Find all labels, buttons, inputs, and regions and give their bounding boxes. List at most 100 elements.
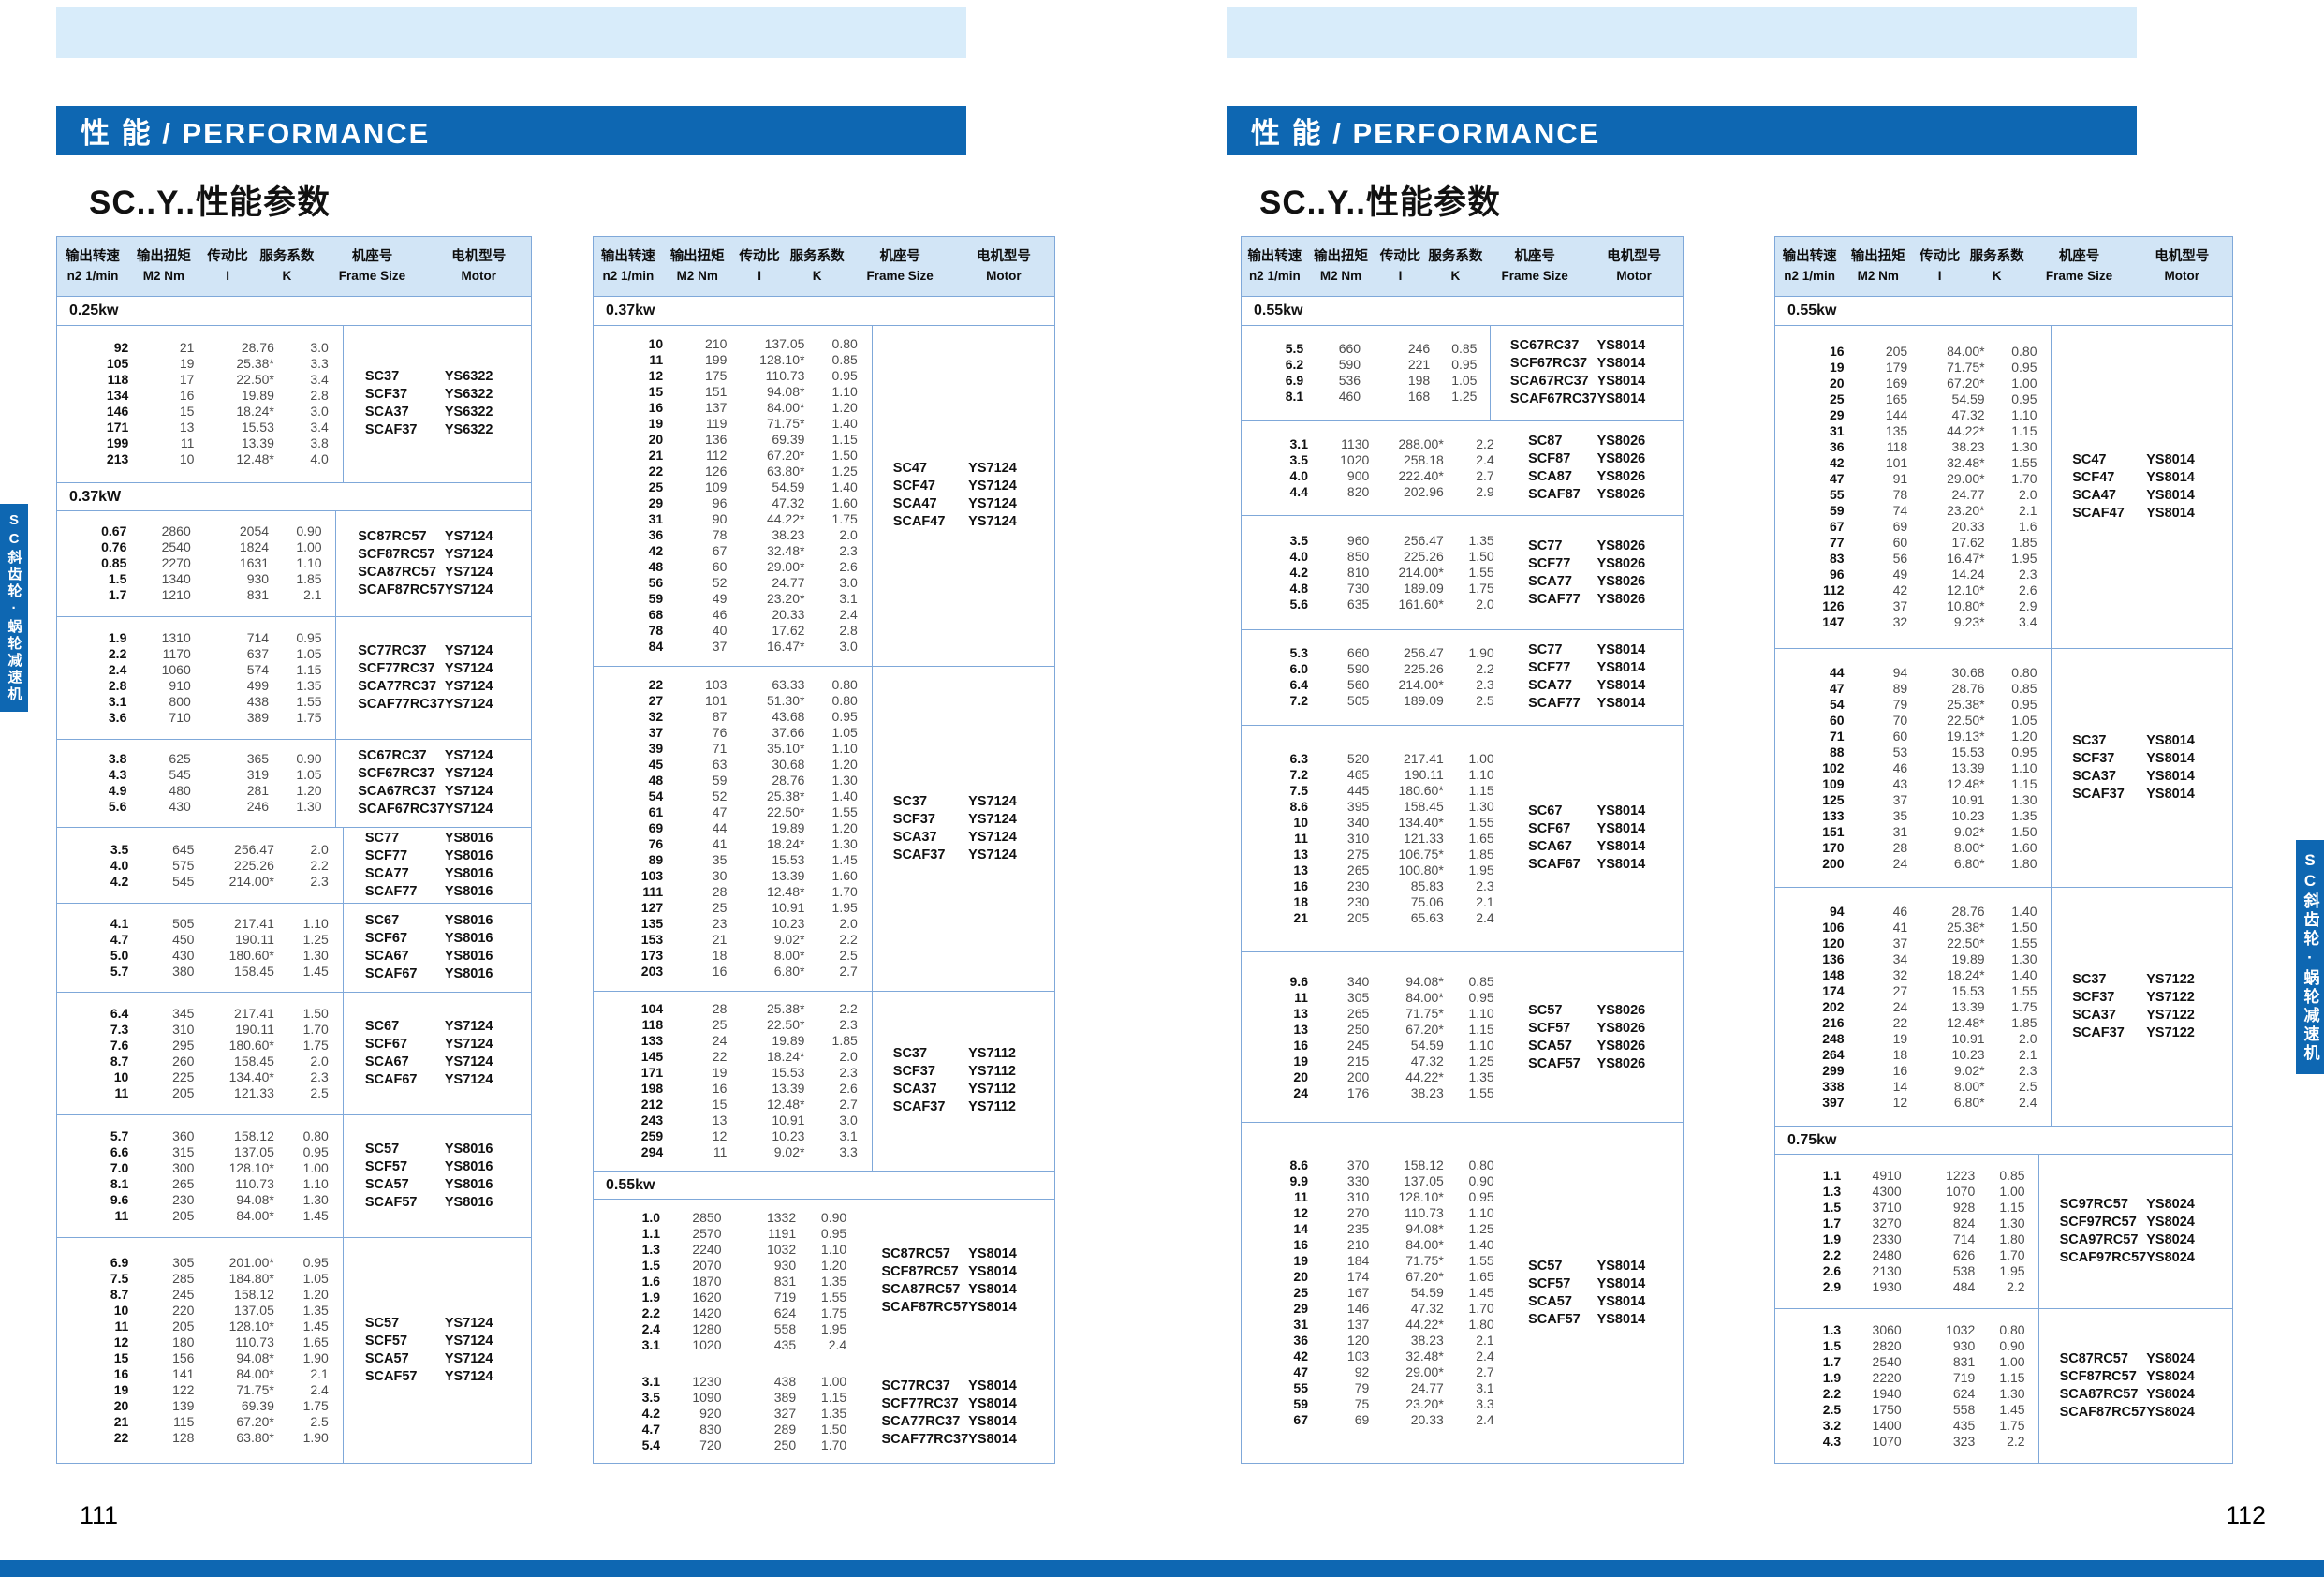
- table-row: 148 32 18.24* 1.40: [1775, 967, 2051, 983]
- motor-type-cell: YS6322: [444, 422, 493, 438]
- table-row: 22 126 63.80* 1.25: [594, 464, 872, 479]
- service-factor-cell: 1.40: [2011, 966, 2037, 982]
- ratio-cell: 637: [246, 645, 270, 661]
- frame-motor-row: SCA77 YS8014: [1528, 677, 1673, 695]
- ratio-cell: 63.80*: [236, 1429, 274, 1445]
- output-torque-cell: 90: [712, 511, 728, 527]
- service-factor-cell: 2.2: [2007, 1434, 2025, 1449]
- output-speed-cell: 7.2: [1289, 766, 1308, 782]
- column-header-cn: 传动比: [1919, 248, 1961, 264]
- output-torque-cell: 900: [1346, 467, 1370, 483]
- frame-motor-columns: SC77 YS8016 SCF77 YS8016 SCA77 YS8016 SCAF77 YS…: [344, 828, 531, 903]
- service-factor-cell: 0.95: [2011, 360, 2037, 375]
- output-speed-cell: 1.9: [1822, 1370, 1842, 1385]
- service-factor-cell: 3.1: [839, 1128, 858, 1144]
- ratio-cell: 47.32: [1410, 1301, 1444, 1317]
- table-row: 1.3 3060 1032 0.80: [1775, 1322, 2038, 1338]
- table-row: 54 52 25.38* 1.40: [594, 788, 872, 804]
- motor-type-cell: YS8016: [444, 1141, 493, 1157]
- column-header-en: Frame Size: [1501, 269, 1568, 284]
- frame-motor-row: SCAF97RC57 YS8024: [2060, 1249, 2224, 1267]
- output-speed-cell: 21: [648, 448, 664, 464]
- column-header: 输出扭矩 M2 Nm: [663, 247, 732, 287]
- ratio-cell: 10.91: [1951, 791, 1985, 807]
- service-factor-cell: 0.95: [296, 629, 322, 645]
- frame-motor-row: SCA67RC37 YS7124: [358, 783, 522, 801]
- ratio-cell: 94.08*: [1405, 973, 1444, 989]
- column-header-cn: 机座号: [879, 248, 920, 264]
- service-factor-cell: 1.75: [820, 1304, 847, 1320]
- motor-type-cell: YS8014: [1596, 374, 1646, 390]
- motor-type-cell: YS8014: [1596, 803, 1646, 819]
- output-speed-cell: 19: [1293, 1253, 1308, 1269]
- output-torque-cell: 184: [1346, 1253, 1370, 1269]
- service-factor-cell: 4.0: [310, 451, 329, 467]
- table-row: 25 167 54.59 1.45: [1242, 1285, 1508, 1301]
- table-row: 7.2 505 189.09 2.5: [1242, 693, 1508, 709]
- motor-type-cell: YS8024: [2146, 1405, 2195, 1420]
- frame-size-cell: SC47: [2072, 452, 2107, 467]
- table-row: 3.1 1230 438 1.00: [594, 1374, 860, 1390]
- ratio-cell: 84.00*: [766, 400, 805, 416]
- output-speed-cell: 31: [648, 511, 664, 527]
- ratio-cell: 1824: [239, 539, 270, 555]
- table-row: 25 165 54.59 0.95: [1775, 391, 2051, 407]
- table-row: 19 215 47.32 1.25: [1242, 1054, 1508, 1069]
- output-speed-cell: 48: [648, 773, 664, 788]
- ratio-cell: 75.06: [1410, 893, 1444, 909]
- output-torque-cell: 1750: [1872, 1402, 1902, 1417]
- output-speed-cell: 42: [1293, 1349, 1308, 1364]
- service-factor-cell: 1.85: [831, 1033, 858, 1049]
- output-torque-cell: 4910: [1872, 1168, 1902, 1183]
- column-header-cn: 机座号: [2058, 248, 2100, 264]
- column-header-en: Frame Size: [338, 269, 406, 284]
- numeric-columns: 8.6 370 158.12 0.80 9.9 330 137.05 0.90 11 310 128…: [1242, 1123, 1508, 1463]
- output-torque-cell: 2820: [1872, 1338, 1902, 1353]
- power-rating-label: 0.55kw: [1254, 302, 1303, 318]
- service-factor-cell: 1.30: [1999, 1386, 2025, 1401]
- output-speed-cell: 22: [648, 677, 664, 693]
- ratio-cell: 71.75*: [236, 1381, 274, 1397]
- output-torque-cell: 2480: [1872, 1247, 1902, 1262]
- ratio-cell: 202.96: [1403, 483, 1444, 499]
- ratio-cell: 930: [773, 1257, 797, 1273]
- table-row: 259 12 10.23 3.1: [594, 1128, 872, 1144]
- motor-type-cell: YS6322: [444, 405, 493, 420]
- output-torque-cell: 820: [1346, 483, 1370, 499]
- ratio-cell: 28.76: [772, 773, 805, 788]
- output-speed-cell: 4.2: [110, 873, 129, 889]
- output-torque-cell: 230: [1346, 893, 1370, 909]
- ratio-cell: 13.39: [772, 1081, 805, 1097]
- output-speed-cell: 397: [1822, 1094, 1845, 1110]
- frame-motor-row: SC67 YS8014: [1528, 803, 1673, 820]
- frame-size-cell: SCA57: [1528, 1038, 1572, 1054]
- frame-motor-row: SCA77RC37 YS8014: [882, 1413, 1046, 1431]
- service-factor-cell: 1.50: [302, 1005, 329, 1021]
- output-torque-cell: 96: [712, 495, 728, 511]
- ratio-cell: 71.75*: [1405, 1253, 1444, 1269]
- ratio-cell: 94.08*: [236, 1191, 274, 1207]
- output-speed-cell: 118: [641, 1017, 664, 1033]
- table-row: 36 118 38.23 1.30: [1775, 439, 2051, 455]
- frame-motor-row: SCF67 YS8014: [1528, 820, 1673, 838]
- service-factor-cell: 1.20: [831, 820, 858, 836]
- output-torque-cell: 1400: [1872, 1418, 1902, 1433]
- ratio-cell: 217.41: [234, 915, 274, 931]
- output-torque-cell: 32: [1892, 966, 1908, 982]
- output-torque-cell: 18: [1892, 1046, 1908, 1062]
- output-speed-cell: 112: [1822, 582, 1845, 597]
- frame-motor-row: SCAF87 YS8026: [1528, 486, 1673, 504]
- motor-type-cell: YS7124: [444, 1018, 493, 1034]
- output-torque-cell: 660: [1346, 645, 1370, 661]
- table-row: 3.8 625 365 0.90: [57, 751, 335, 767]
- service-factor-cell: 1.65: [1468, 830, 1494, 846]
- service-factor-cell: 1.35: [2011, 807, 2037, 823]
- service-factor-cell: 0.95: [831, 368, 858, 384]
- output-torque-cell: 101: [1885, 455, 1908, 470]
- table-row: 2.2 2480 626 1.70: [1775, 1247, 2038, 1263]
- output-speed-cell: 36: [648, 527, 664, 543]
- frame-motor-columns: SC77RC37 YS7124 SCF77RC37 YS7124 SCA77RC37 YS…: [336, 617, 531, 739]
- table-row: 20 169 67.20* 1.00: [1775, 376, 2051, 391]
- output-torque-cell: 18: [712, 948, 728, 964]
- ratio-cell: 558: [1952, 1402, 1976, 1417]
